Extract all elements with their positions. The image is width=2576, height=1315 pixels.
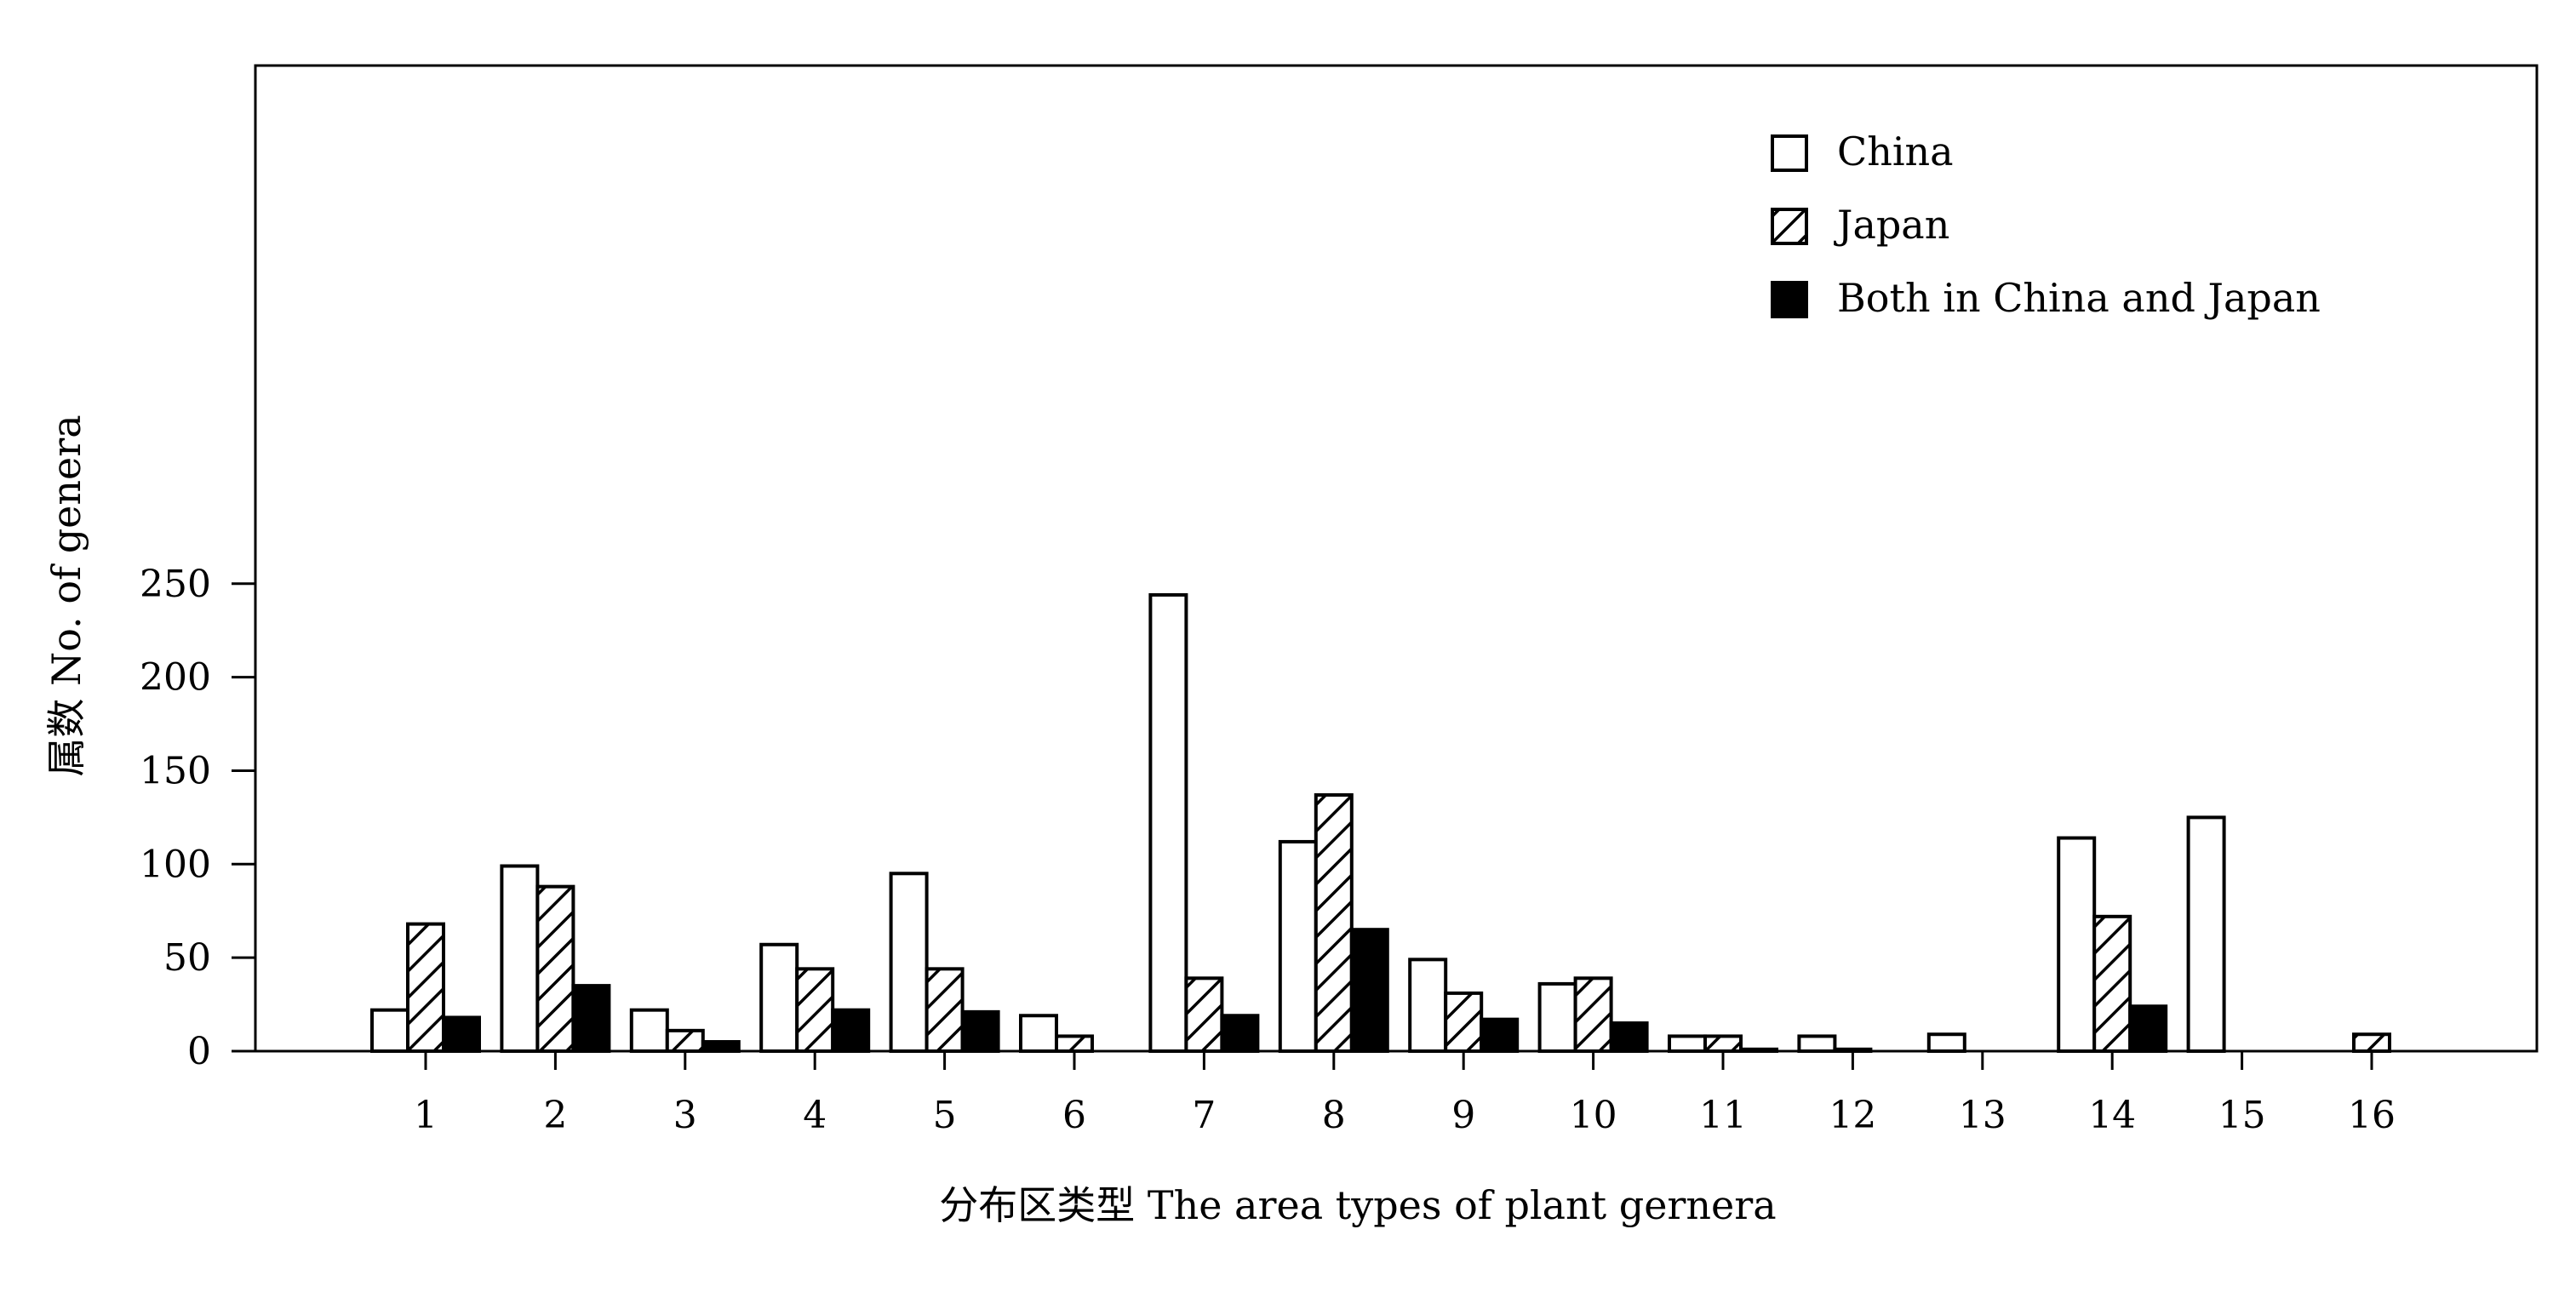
x-tick-label: 14 [2088, 1094, 2136, 1137]
bar-white-10 [1537, 981, 1577, 1053]
legend-label: Japan [1834, 202, 1949, 248]
legend-swatch-black [1771, 281, 1808, 318]
y-tick-label: 100 [140, 843, 211, 886]
bar-hatch-3 [665, 1028, 705, 1054]
bar-white-15 [2186, 815, 2226, 1053]
bar-hatch-11 [1703, 1034, 1743, 1053]
y-tick-label: 150 [140, 749, 211, 792]
y-tick-label: 0 [187, 1030, 211, 1073]
y-axis: 0 50 100 150 200 250 [140, 563, 255, 1073]
legend: China Japan Both in China and Japan [1771, 129, 2321, 321]
y-tick-label: 50 [163, 936, 211, 980]
x-tick-label: 4 [803, 1094, 827, 1137]
bar-black-9 [1480, 1017, 1520, 1053]
x-axis: 1 2 3 4 5 6 7 8 9 10 11 12 13 14 15 16 [414, 1051, 2396, 1137]
bar-hatch-5 [924, 967, 965, 1054]
bar-hatch-2 [535, 884, 575, 1053]
bar-hatch-6 [1055, 1034, 1094, 1053]
bar-hatch-12 [1833, 1047, 1873, 1053]
bar-black-14 [2128, 1004, 2168, 1053]
y-axis-title: 属数 No. of genera [43, 415, 89, 776]
bar-black-5 [960, 1009, 1000, 1054]
plot-frame [254, 64, 2539, 1053]
x-tick-label: 3 [673, 1094, 697, 1137]
bar-hatch-8 [1314, 793, 1354, 1053]
bars-group [370, 592, 2391, 1054]
x-tick-label: 15 [2218, 1094, 2266, 1137]
legend-swatch-white [1771, 134, 1808, 172]
x-axis-title: 分布区类型 The area types of plant gernera [939, 1182, 1776, 1228]
x-tick-label: 9 [1451, 1094, 1475, 1137]
legend-label: Both in China and Japan [1837, 275, 2321, 321]
x-tick-label: 8 [1322, 1094, 1346, 1137]
legend-swatch-hatch [1771, 208, 1808, 245]
bar-white-12 [1797, 1034, 1837, 1053]
bar-white-11 [1668, 1034, 1707, 1053]
bar-white-14 [2057, 836, 2097, 1053]
bar-white-8 [1278, 839, 1318, 1053]
bar-hatch-1 [406, 922, 445, 1053]
bar-black-8 [1349, 928, 1389, 1053]
bar-white-3 [629, 1008, 669, 1054]
x-tick-label: 1 [414, 1094, 438, 1137]
bar-hatch-10 [1573, 976, 1613, 1054]
bar-black-1 [442, 1015, 481, 1053]
y-tick-label: 250 [140, 563, 211, 606]
x-tick-label: 5 [933, 1094, 957, 1137]
bar-white-4 [759, 942, 799, 1053]
bar-white-9 [1408, 958, 1448, 1054]
bar-white-1 [370, 1008, 409, 1054]
bar-hatch-14 [2092, 914, 2132, 1054]
x-tick-label: 10 [1570, 1094, 1617, 1137]
bar-hatch-7 [1184, 976, 1224, 1054]
bar-white-6 [1019, 1014, 1058, 1053]
y-tick-label: 200 [140, 656, 211, 700]
bar-black-11 [1739, 1047, 1778, 1053]
bar-black-10 [1609, 1021, 1649, 1054]
x-tick-label: 11 [1699, 1094, 1747, 1137]
bar-white-2 [500, 864, 540, 1054]
legend-label: China [1837, 129, 1954, 174]
x-tick-label: 6 [1062, 1094, 1086, 1137]
bar-hatch-4 [795, 967, 835, 1054]
x-tick-label: 7 [1192, 1094, 1216, 1137]
x-tick-label: 12 [1829, 1094, 1876, 1137]
bar-black-3 [701, 1040, 741, 1054]
bar-white-5 [889, 872, 929, 1054]
bar-black-2 [571, 984, 611, 1053]
x-tick-label: 16 [2348, 1094, 2396, 1137]
bar-white-13 [1926, 1032, 1966, 1054]
bar-black-7 [1220, 1014, 1260, 1053]
bar-hatch-16 [2352, 1032, 2391, 1054]
x-tick-label: 2 [543, 1094, 567, 1137]
bar-white-7 [1148, 592, 1188, 1053]
bar-hatch-9 [1444, 991, 1484, 1053]
bar-black-4 [831, 1008, 871, 1054]
x-tick-label: 13 [1959, 1094, 2006, 1137]
